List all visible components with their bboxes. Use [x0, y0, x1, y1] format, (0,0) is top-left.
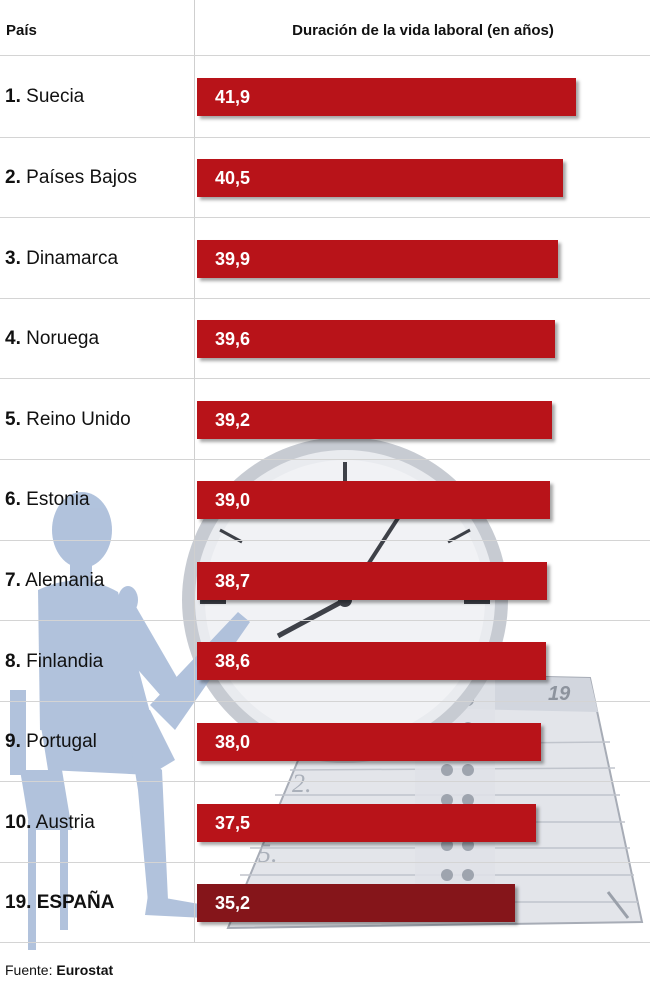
country-column-header: País	[6, 22, 37, 39]
rank-number: 5.	[5, 408, 21, 430]
country-name: Austria	[35, 811, 95, 833]
row-separator	[0, 137, 650, 138]
calendar-note-2: 2.	[292, 769, 312, 798]
calendar-day-19: 19	[548, 683, 571, 705]
rank-number: 9.	[5, 731, 21, 753]
rank-number: 7.	[5, 569, 21, 591]
row-separator	[0, 55, 650, 56]
bar: 39,2	[197, 401, 552, 439]
row-separator	[0, 701, 650, 702]
country-name: Finlandia	[26, 650, 104, 672]
bar: 39,0	[197, 481, 550, 519]
bar: 35,2	[197, 884, 515, 922]
country-label: 9. Portugal	[5, 730, 97, 754]
row-separator	[0, 540, 650, 541]
rank-number: 4.	[5, 328, 21, 350]
bar: 37,5	[197, 804, 536, 842]
row-separator	[0, 942, 650, 943]
bar-value-label: 35,2	[215, 893, 251, 913]
country-label: 8. Finlandia	[5, 650, 103, 674]
bar: 39,6	[197, 320, 555, 358]
country-label: 6. Estonia	[5, 488, 90, 512]
bar-value-label: 39,0	[215, 490, 251, 510]
bar-value-label: 40,5	[215, 168, 251, 188]
bar-value-label: 39,2	[215, 410, 251, 430]
rank-number: 10.	[5, 811, 32, 833]
bar-value-label: 41,9	[215, 87, 251, 107]
column-divider	[194, 0, 195, 942]
row-separator	[0, 298, 650, 299]
rank-number: 8.	[5, 650, 21, 672]
row-separator	[0, 459, 650, 460]
country-label: 19. ESPAÑA	[5, 891, 114, 915]
calendar-note-5: 5.	[258, 839, 278, 868]
country-name: Noruega	[26, 328, 100, 350]
bar: 41,9	[197, 78, 576, 116]
bar: 38,6	[197, 642, 546, 680]
country-name: Suecia	[26, 86, 85, 108]
source-name: Eurostat	[56, 962, 114, 978]
bar: 38,0	[197, 723, 541, 761]
row-separator	[0, 781, 650, 782]
country-name: Alemania	[25, 569, 105, 591]
country-label: 1. Suecia	[5, 85, 84, 109]
rank-number: 19.	[5, 892, 32, 914]
bar-value-label: 39,9	[215, 249, 251, 269]
country-label: 10. Austria	[5, 811, 95, 835]
rank-number: 3.	[5, 247, 21, 269]
source-note: Fuente: Eurostat	[5, 962, 113, 978]
bar: 39,9	[197, 240, 558, 278]
rank-number: 2.	[5, 166, 21, 188]
country-name: Reino Unido	[26, 408, 131, 430]
rank-number: 1.	[5, 86, 21, 108]
country-name: Países Bajos	[26, 166, 138, 188]
country-name: ESPAÑA	[36, 892, 115, 914]
bar: 40,5	[197, 159, 563, 197]
bar: 38,7	[197, 562, 547, 600]
bar-value-label: 37,5	[215, 813, 251, 833]
bar-value-label: 38,7	[215, 571, 251, 591]
bar-value-label: 38,6	[215, 651, 251, 671]
bar-value-label: 39,6	[215, 329, 251, 349]
country-name: Dinamarca	[26, 247, 119, 269]
country-name: Portugal	[26, 731, 97, 753]
country-label: 2. Países Bajos	[5, 166, 137, 190]
source-prefix: Fuente:	[5, 962, 53, 978]
country-label: 5. Reino Unido	[5, 408, 131, 432]
country-name: Estonia	[26, 489, 90, 511]
metric-column-header: Duración de la vida laboral (en años)	[292, 22, 554, 39]
row-separator	[0, 217, 650, 218]
country-label: 7. Alemania	[5, 569, 104, 593]
row-separator	[0, 378, 650, 379]
rank-number: 6.	[5, 489, 21, 511]
row-separator	[0, 620, 650, 621]
country-label: 4. Noruega	[5, 327, 99, 351]
country-label: 3. Dinamarca	[5, 247, 118, 271]
row-separator	[0, 862, 650, 863]
bar-value-label: 38,0	[215, 732, 251, 752]
